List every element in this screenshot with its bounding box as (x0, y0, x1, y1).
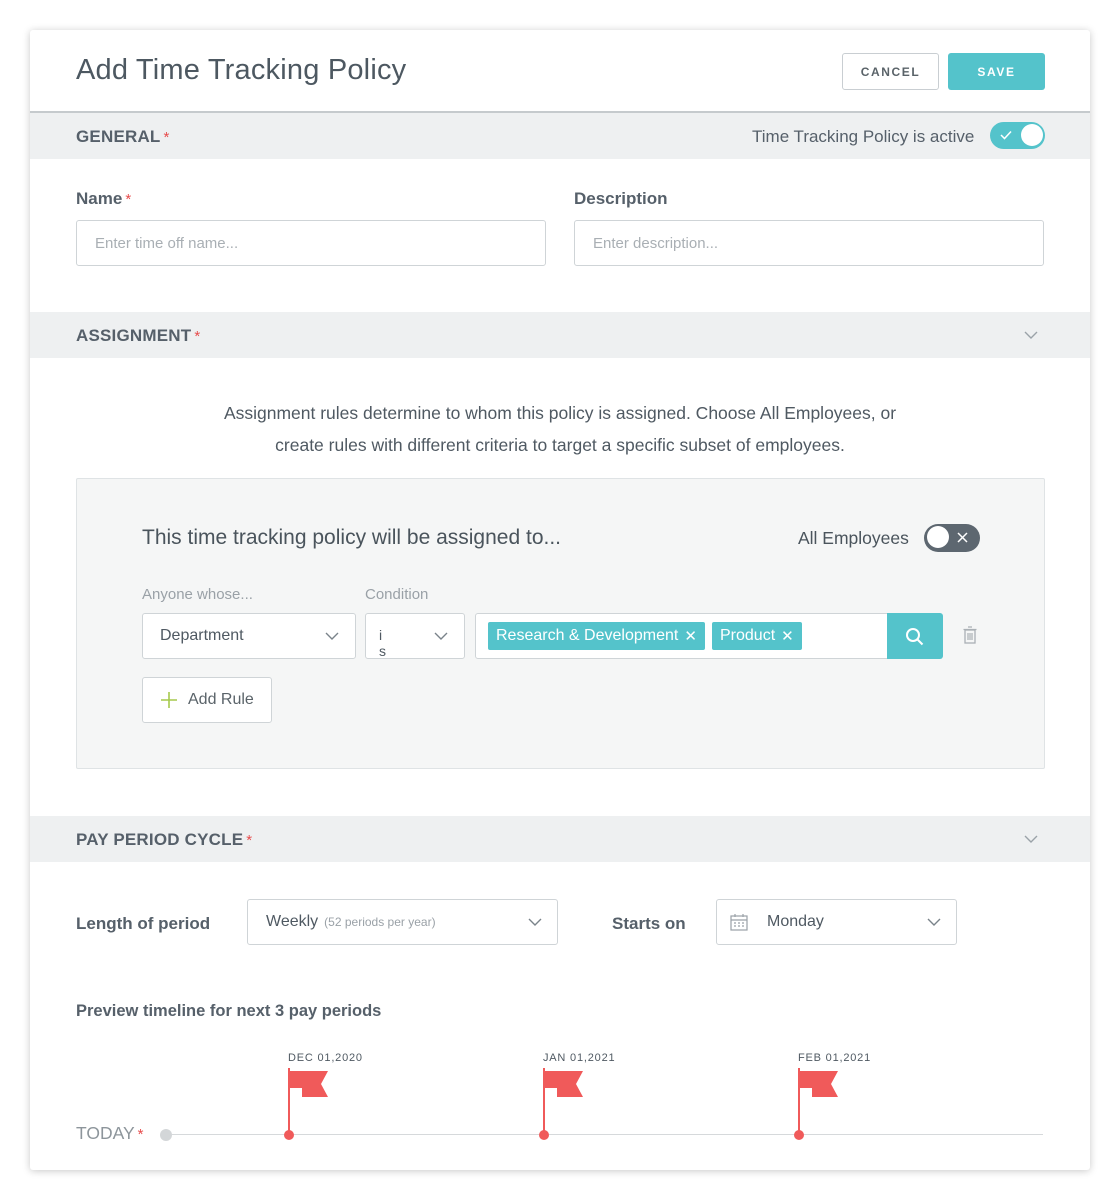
condition-label: Condition (365, 586, 429, 603)
general-section-title: GENERAL * (76, 127, 170, 147)
remove-tag-icon[interactable]: ✕ (684, 628, 697, 645)
today-label-text: TODAY (76, 1123, 135, 1143)
assignment-info-line-1: Assignment rules determine to whom this … (223, 403, 897, 423)
all-employees-toggle[interactable] (924, 524, 980, 552)
chevron-down-icon (325, 632, 339, 640)
rule-condition-select[interactable]: is (365, 613, 465, 659)
general-section-label: GENERAL (76, 127, 161, 146)
calendar-icon (730, 914, 748, 931)
flag-pole (288, 1068, 290, 1136)
description-label: Description (574, 189, 668, 208)
assignment-info-line-2: create rules with different criteria to … (275, 435, 845, 455)
active-toggle-label: Time Tracking Policy is active (752, 127, 975, 146)
flag-icon (290, 1071, 328, 1097)
period-marker (284, 1130, 294, 1140)
cancel-button[interactable]: CANCEL (842, 53, 939, 90)
active-toggle[interactable] (990, 122, 1045, 149)
period-length-hint: (52 periods per year) (324, 915, 436, 929)
anyone-whose-label: Anyone whose... (142, 586, 253, 603)
save-button[interactable]: SAVE (948, 53, 1045, 90)
search-button[interactable] (887, 613, 943, 659)
pay-period-section-title: PAY PERIOD CYCLE * (76, 830, 252, 850)
value-tag-label: Product (720, 627, 776, 644)
plus-icon (161, 692, 177, 708)
required-asterisk: * (246, 832, 253, 849)
required-asterisk: * (125, 191, 132, 208)
toggle-knob (1021, 124, 1043, 146)
assignment-section-title: ASSIGNMENT * (76, 326, 200, 346)
starts-on-select[interactable]: Monday (716, 899, 957, 945)
pay-period-section-label: PAY PERIOD CYCLE (76, 830, 244, 849)
required-asterisk: * (194, 328, 201, 345)
required-asterisk: * (137, 1126, 144, 1143)
flag-icon (800, 1071, 838, 1097)
flag-pole (543, 1068, 545, 1136)
rule-field-select[interactable]: Department (142, 613, 356, 659)
flag-pole (798, 1068, 800, 1136)
name-label-text: Name (76, 189, 123, 208)
page-title: Add Time Tracking Policy (76, 54, 407, 86)
search-icon (906, 628, 924, 646)
starts-on-label: Starts on (612, 914, 686, 933)
close-icon (957, 532, 968, 543)
description-input[interactable]: Enter description... (574, 220, 1044, 266)
chevron-down-icon (434, 632, 448, 640)
starts-on-value: Monday (767, 913, 824, 930)
assignment-box-title: This time tracking policy will be assign… (142, 526, 562, 549)
period-marker (794, 1130, 804, 1140)
check-icon (1000, 130, 1012, 140)
timeline-axis (172, 1134, 1043, 1135)
today-label: TODAY * (76, 1123, 144, 1144)
required-asterisk: * (163, 129, 170, 146)
length-of-period-label: Length of period (76, 914, 211, 933)
policy-form-card: Add Time Tracking Policy CANCEL SAVE GEN… (30, 30, 1090, 1170)
period-start-date: DEC 01,2020 (288, 1052, 363, 1064)
period-start-date: FEB 01,2021 (798, 1052, 872, 1064)
remove-tag-icon[interactable]: ✕ (781, 628, 794, 645)
period-marker (539, 1130, 549, 1140)
trash-icon[interactable] (963, 626, 977, 644)
chevron-down-icon (528, 918, 542, 926)
value-tag: Product ✕ (712, 622, 802, 650)
assignment-section-header[interactable]: ASSIGNMENT * (30, 312, 1090, 358)
name-label: Name * (76, 189, 131, 209)
period-length-value: Weekly (266, 913, 319, 930)
rule-values-input[interactable]: Research & Development ✕ Product ✕ (475, 613, 888, 659)
rule-field-value: Department (160, 627, 244, 644)
period-start-date: JAN 01,2021 (543, 1052, 616, 1064)
add-rule-button[interactable]: Add Rule (142, 677, 272, 723)
rule-condition-value: is (379, 627, 386, 659)
name-input[interactable]: Enter time off name... (76, 220, 546, 266)
header-divider (30, 111, 1090, 113)
all-employees-label: All Employees (798, 528, 909, 548)
period-length-select[interactable]: Weekly (52 periods per year) (247, 899, 558, 945)
assignment-rules-box: This time tracking policy will be assign… (76, 478, 1045, 769)
chevron-down-icon[interactable] (1024, 328, 1038, 342)
value-tag-label: Research & Development (496, 627, 679, 644)
today-marker (160, 1129, 172, 1141)
flag-icon (545, 1071, 583, 1097)
chevron-down-icon (927, 918, 941, 926)
pay-period-section-header[interactable]: PAY PERIOD CYCLE * (30, 816, 1090, 862)
value-tag: Research & Development ✕ (488, 622, 705, 650)
assignment-section-label: ASSIGNMENT (76, 326, 192, 345)
preview-timeline-label: Preview timeline for next 3 pay periods (76, 1002, 382, 1020)
toggle-knob (927, 526, 949, 548)
chevron-down-icon[interactable] (1024, 832, 1038, 846)
general-section-header: GENERAL * Time Tracking Policy is active (30, 113, 1090, 159)
add-rule-label: Add Rule (188, 691, 254, 708)
